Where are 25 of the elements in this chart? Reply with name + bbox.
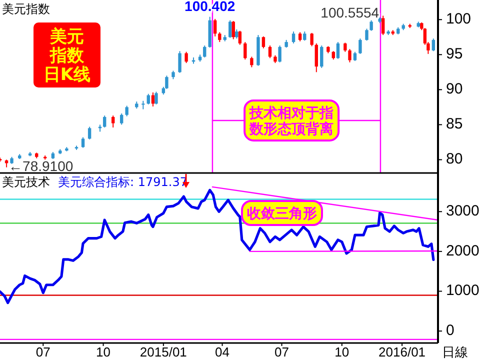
- x-axis-title: 日線: [442, 346, 468, 360]
- y-tick-label: 100: [446, 10, 472, 28]
- chart-title: 美元指数: [2, 2, 50, 16]
- annotation: 美元指数日K线: [43, 27, 91, 86]
- chart-subtitle: 美元综合指标: 1791.37: [58, 175, 188, 189]
- x-tick-label: 2016/01: [378, 344, 426, 360]
- annotation: ←78.9100: [8, 158, 74, 174]
- annotation: 收敛三角形: [247, 206, 317, 222]
- y-tick-label: 3000: [446, 202, 480, 220]
- y-tick-label: 1000: [446, 282, 480, 300]
- y-tick-label: 0: [446, 322, 454, 340]
- y-tick-label: 2000: [446, 242, 480, 260]
- annotation: 技术相对于指数形态顶背离: [248, 106, 334, 138]
- x-tick-label: 04: [215, 344, 230, 360]
- annotation: 100.5554: [320, 4, 380, 21]
- x-tick-label: 07: [36, 344, 50, 360]
- x-tick-label: 07: [274, 344, 289, 360]
- x-tick-label: 10: [334, 344, 350, 360]
- y-tick-label: 95: [446, 46, 463, 63]
- chart-title: 美元技术: [2, 175, 50, 189]
- y-tick-label: 90: [446, 80, 463, 98]
- y-tick-label: 85: [446, 116, 463, 133]
- x-tick-label: 2015/01: [140, 344, 187, 360]
- x-tick-label: 10: [96, 344, 111, 360]
- y-tick-label: 80: [446, 150, 463, 168]
